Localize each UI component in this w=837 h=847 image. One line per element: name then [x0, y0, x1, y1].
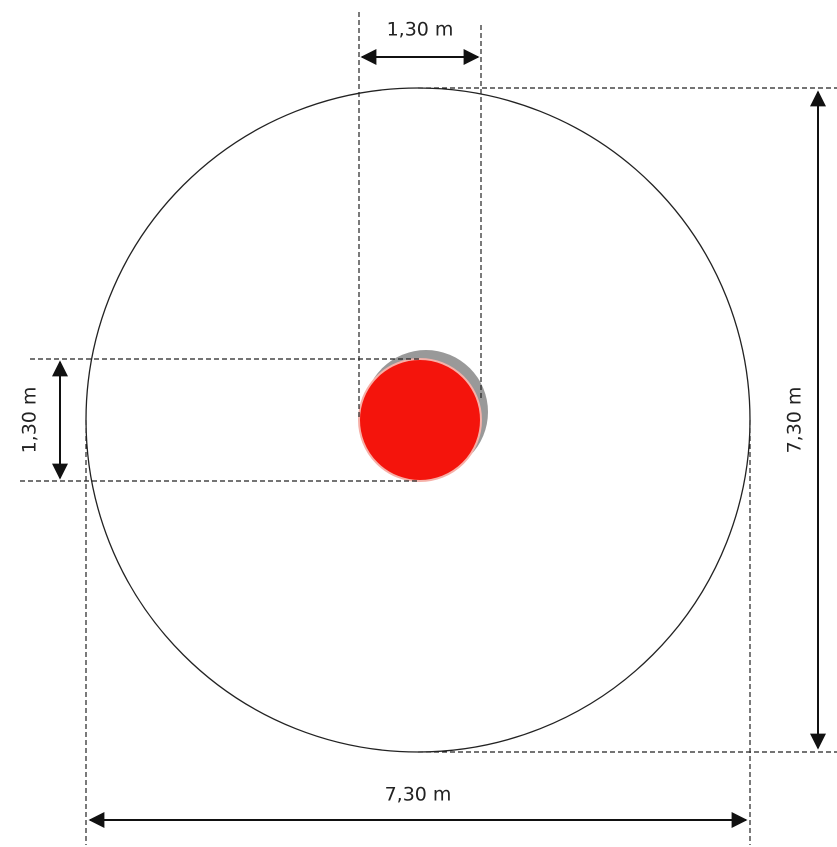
label-inner-width: 1,30 m — [387, 19, 454, 41]
inner-circle — [358, 358, 482, 482]
guides — [20, 12, 837, 845]
label-outer-width: 7,30 m — [385, 784, 452, 806]
label-inner-height: 1,30 m — [19, 387, 41, 454]
label-outer-height: 7,30 m — [784, 387, 806, 454]
